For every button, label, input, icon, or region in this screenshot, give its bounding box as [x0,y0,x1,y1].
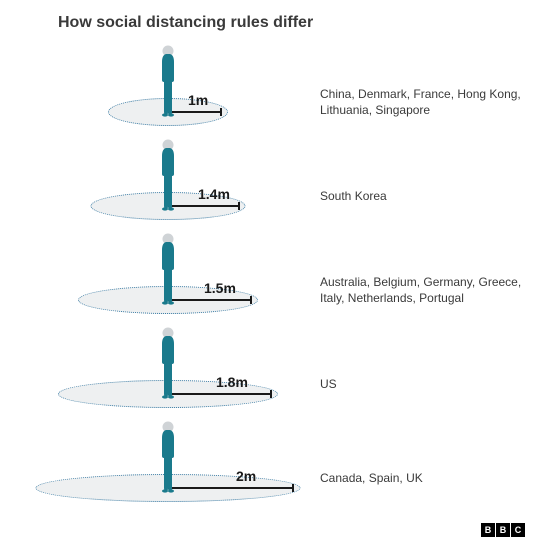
row-graphic: 1m [18,38,318,132]
distance-tick [292,484,294,492]
distance-tick [220,108,222,116]
bbc-logo-box: C [511,523,525,537]
chart-title: How social distancing rules differ [58,14,531,32]
distance-label: 1.4m [198,186,230,202]
distance-tick [238,202,240,210]
rows-container: 1m China, Denmark, France, Hong Kong, Li… [18,38,531,508]
distance-row: 2m Canada, Spain, UK [18,414,531,508]
person-icon [156,44,180,118]
distance-row: 1.8m US [18,320,531,414]
person-icon [156,420,180,494]
bbc-logo-box: B [496,523,510,537]
person-icon [156,326,180,400]
row-graphic: 2m [18,414,318,508]
countries-text: South Korea [318,154,531,204]
distance-tick [250,296,252,304]
countries-text: Australia, Belgium, Germany, Greece, Ita… [318,240,531,306]
distance-line [168,393,270,395]
countries-text: Canada, Spain, UK [318,436,531,486]
bbc-logo: B B C [481,523,525,537]
countries-text: US [318,342,531,392]
countries-text: China, Denmark, France, Hong Kong, Lithu… [318,52,531,118]
distance-label: 1m [188,92,208,108]
footer: B B C [481,523,525,537]
distance-label: 1.5m [204,280,236,296]
distance-row: 1.5m Australia, Belgium, Germany, Greece… [18,226,531,320]
bbc-logo-box: B [481,523,495,537]
distance-line [168,487,292,489]
distance-row: 1m China, Denmark, France, Hong Kong, Li… [18,38,531,132]
row-graphic: 1.8m [18,320,318,414]
row-graphic: 1.4m [18,132,318,226]
distance-row: 1.4m South Korea [18,132,531,226]
distance-line [168,299,250,301]
distance-label: 2m [236,468,256,484]
person-icon [156,232,180,306]
row-graphic: 1.5m [18,226,318,320]
distance-label: 1.8m [216,374,248,390]
person-icon [156,138,180,212]
distance-tick [270,390,272,398]
